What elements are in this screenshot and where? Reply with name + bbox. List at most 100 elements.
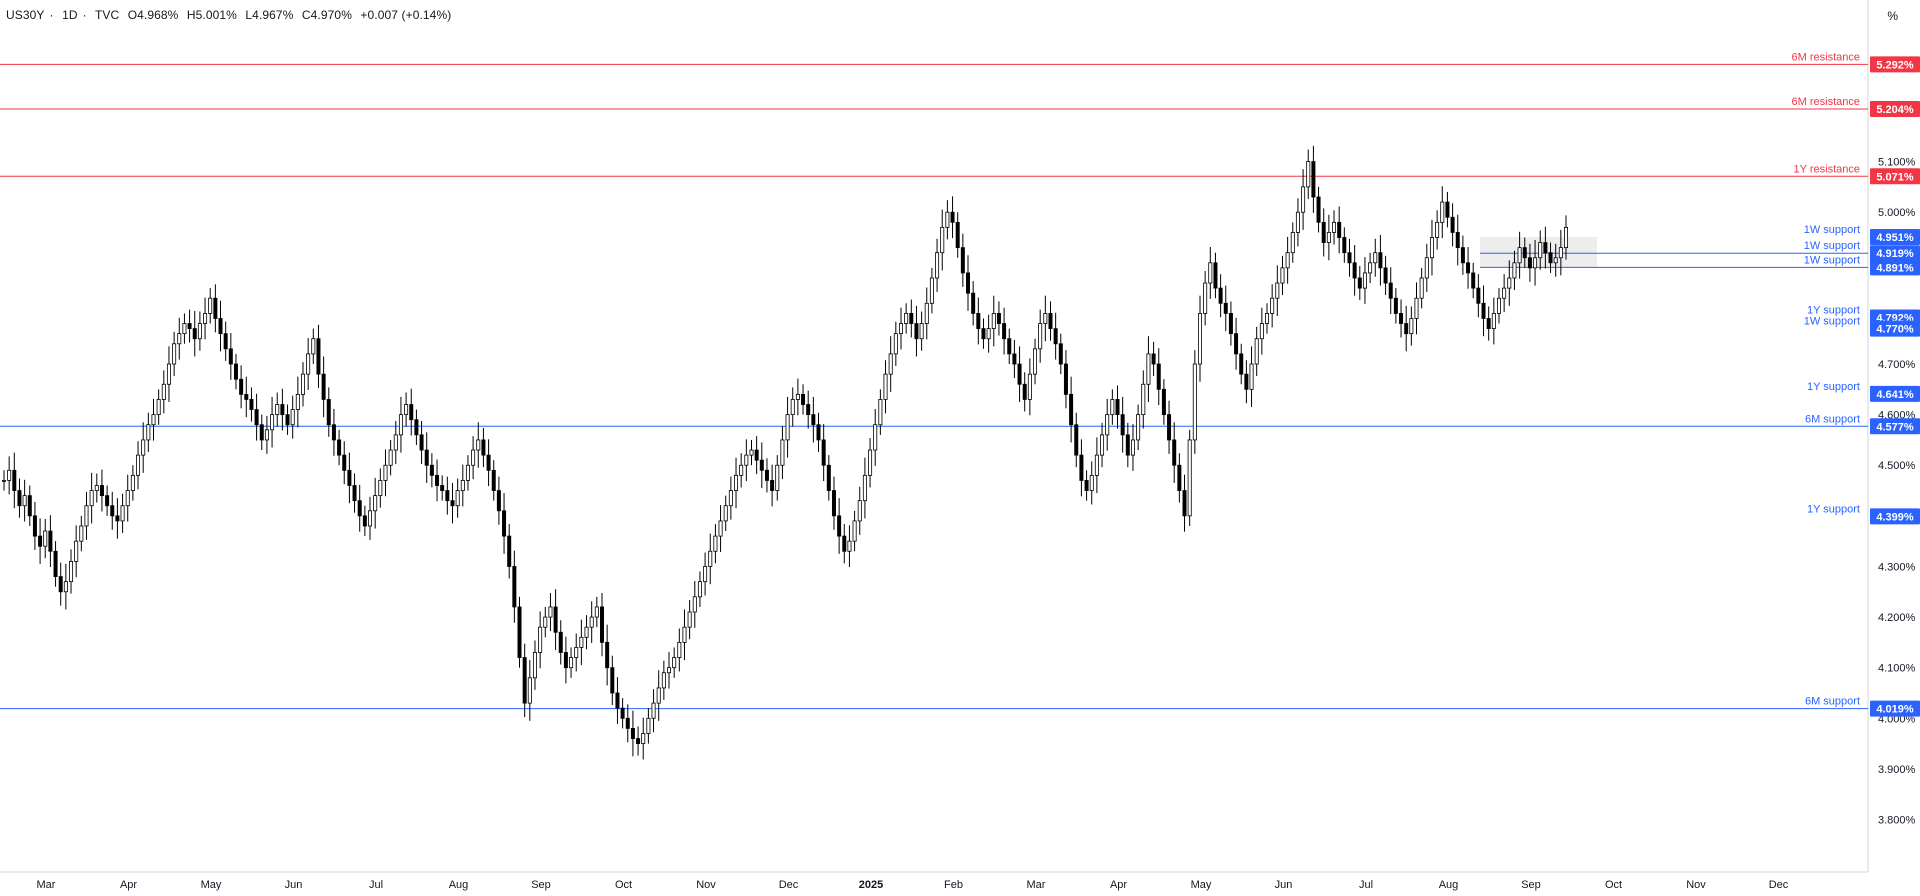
candle-body: [1125, 434, 1130, 456]
candle-body: [471, 449, 476, 466]
high-value: H5.001%: [186, 8, 237, 22]
candle-body: [1265, 313, 1270, 324]
candle-body: [873, 424, 878, 451]
candle-body: [38, 535, 43, 547]
candle-body: [893, 333, 898, 355]
candle-body: [656, 687, 661, 704]
candle-body: [1007, 338, 1012, 355]
candle-body: [697, 581, 702, 598]
candle-body: [1295, 211, 1300, 233]
candle-body: [1053, 328, 1058, 345]
x-tick-label: Sep: [531, 879, 551, 891]
candle-body: [1332, 221, 1337, 233]
candle-body: [759, 459, 764, 471]
candle-body: [1311, 161, 1316, 198]
candle-body: [69, 561, 74, 583]
close-value: C4.970%: [301, 8, 352, 22]
candle-body: [1069, 393, 1074, 426]
candle-body: [594, 606, 599, 618]
candle-body: [32, 515, 37, 537]
candle-body: [1435, 221, 1440, 238]
candle-body: [1481, 302, 1486, 319]
symbol-name[interactable]: US30Y: [6, 8, 45, 22]
candle-body: [703, 566, 708, 583]
candle-body: [1038, 323, 1043, 350]
candle-body: [213, 297, 218, 319]
candle-body: [1027, 373, 1032, 400]
candle-body: [110, 505, 115, 517]
price-tag: [1870, 228, 1920, 245]
candle-body: [1239, 353, 1244, 375]
candle-body: [239, 378, 244, 395]
candle-body: [450, 500, 455, 507]
candle-body: [94, 485, 99, 491]
candle-body: [337, 439, 342, 456]
candle-body: [1357, 277, 1362, 289]
candle-body: [197, 323, 202, 340]
candle-body: [770, 480, 775, 491]
candle-body: [228, 348, 233, 365]
interval-label[interactable]: 1D: [62, 8, 78, 22]
candle-body: [605, 641, 610, 669]
low-value: L4.967%: [245, 8, 294, 22]
candle-body: [1033, 348, 1038, 375]
candle-body: [538, 626, 543, 653]
candle-body: [878, 399, 883, 426]
y-tick-label: 3.800%: [1878, 815, 1916, 827]
x-tick-label: Jun: [1275, 879, 1293, 891]
candle-body: [1388, 282, 1393, 299]
candle-body: [1228, 313, 1233, 335]
candle-body: [1156, 363, 1161, 390]
candle-body: [718, 520, 723, 537]
candle-body: [1316, 196, 1321, 223]
candle-body: [1270, 297, 1275, 314]
candle-body: [1259, 323, 1264, 340]
candle-body: [1548, 252, 1553, 264]
candle-body: [63, 581, 68, 593]
candle-body: [43, 530, 48, 547]
candle-body: [1512, 262, 1517, 279]
candle-body: [404, 404, 409, 416]
x-tick-label: Dec: [1769, 879, 1789, 891]
price-tag: [1870, 245, 1920, 262]
price-tag-text: 4.399%: [1876, 511, 1914, 523]
price-tag-text: 5.071%: [1876, 171, 1914, 183]
y-tick-label: 5.000%: [1878, 207, 1916, 219]
candle-body: [661, 672, 666, 689]
candle-body: [584, 626, 589, 638]
candle-body: [17, 490, 22, 507]
candle-body: [517, 606, 522, 658]
candle-body: [368, 510, 373, 527]
candle-body: [527, 677, 532, 704]
open-value: O4.968%: [127, 8, 179, 22]
axis-unit-label[interactable]: %: [1887, 9, 1898, 23]
price-tag-text: 5.204%: [1876, 104, 1914, 116]
candle-body: [192, 328, 197, 340]
candle-body: [739, 464, 744, 476]
candle-body: [1393, 297, 1398, 314]
candle-body: [1533, 257, 1538, 269]
candle-body: [419, 434, 424, 451]
candle-body: [569, 657, 574, 669]
candle-body: [615, 692, 620, 709]
candle-body: [502, 510, 507, 537]
candle-body: [1058, 343, 1063, 365]
level-label: 1W support: [1804, 224, 1860, 236]
level-label: 6M resistance: [1792, 96, 1860, 108]
x-tick-label: Dec: [779, 879, 799, 891]
candle-body: [1120, 414, 1125, 436]
candle-body: [625, 717, 630, 729]
candle-body: [795, 393, 800, 400]
candle-body: [991, 313, 996, 329]
candle-body: [574, 647, 579, 658]
price-tag: [1870, 100, 1920, 117]
candle-body: [1187, 439, 1192, 517]
candle-body: [826, 464, 831, 491]
candle-body: [507, 535, 512, 567]
candle-body: [414, 419, 419, 436]
candle-body: [79, 525, 84, 542]
price-tag-text: 4.770%: [1876, 324, 1914, 336]
candle-body: [924, 302, 929, 324]
